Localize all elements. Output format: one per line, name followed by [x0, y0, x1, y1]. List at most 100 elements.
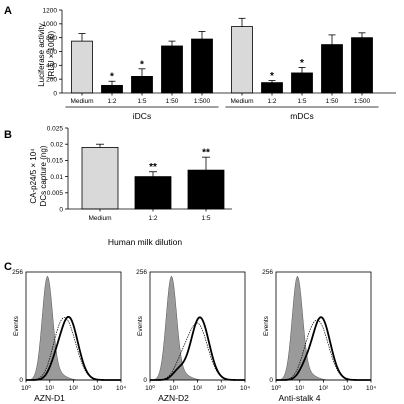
bar — [71, 40, 93, 94]
x-tick-label: 10⁰ — [145, 384, 155, 392]
significance-marker: ** — [202, 148, 210, 159]
x-axis-label: AZN-D1 — [34, 393, 65, 403]
panel-a-group-labels: iDCs mDCs — [133, 111, 314, 121]
y-axis-label: Events — [137, 315, 144, 336]
bar — [231, 26, 253, 94]
y-tick-label: 1000 — [43, 21, 58, 28]
x-tick-label: 10³ — [93, 385, 103, 392]
x-axis-label: Anti-stalk 4 — [278, 393, 320, 403]
panel-a-ylabel-line1: Luciferase activity — [37, 23, 46, 87]
panel-a-ylabel-line2: (RLU × 1000) — [47, 31, 56, 80]
x-tick-label: 10¹ — [169, 385, 179, 392]
panel-b-bars: Medium ** 1:2 ** 1:5 — [81, 143, 225, 222]
group-label-mdcs: mDCs — [290, 111, 314, 121]
bar — [191, 38, 213, 94]
panel-b-axes — [67, 128, 232, 210]
y-tick-label: 400 — [46, 63, 57, 70]
histogram-subpanel: 256 0 Events 10⁰ 10¹ 10² 10³ 10⁴ AZN-D1 — [12, 269, 126, 403]
bar — [81, 147, 119, 210]
x-tick-label: 10³ — [217, 385, 227, 392]
y-min-label: 0 — [19, 377, 23, 384]
panel-b-ylabel-line2: DCs capture (ng) — [39, 145, 48, 206]
isotype-histogram — [275, 275, 371, 381]
treated-histogram — [276, 319, 371, 381]
x-tick-label: 10¹ — [45, 385, 55, 392]
x-tick-label: 10⁴ — [116, 385, 126, 392]
x-axis-label: AZN-D2 — [158, 393, 189, 403]
x-category-label: Medium — [88, 215, 111, 222]
y-tick-label: 1200 — [43, 7, 58, 14]
x-tick-label: 10² — [193, 385, 203, 392]
y-tick-label: 0 — [59, 206, 63, 213]
treated-histogram — [26, 317, 121, 381]
bar — [321, 44, 343, 94]
x-tick-label: 10¹ — [295, 385, 305, 392]
bar — [291, 72, 313, 94]
significance-marker: * — [140, 59, 144, 70]
y-tick-label: 0.005 — [47, 190, 64, 197]
panel-b-ylabel-line1: CA-p24/5 × 10⁴ — [29, 148, 38, 204]
x-category-label: 1:5 — [297, 98, 306, 105]
x-category-label: Medium — [230, 98, 253, 105]
y-tick-label: 0.01 — [50, 174, 63, 181]
panel-c-letter: C — [4, 261, 12, 273]
x-category-label: 1:50 — [326, 98, 339, 105]
bar — [261, 82, 283, 94]
group-label-idcs: iDCs — [133, 111, 151, 121]
x-category-label: 1:50 — [166, 98, 179, 105]
x-tick-label: 10⁰ — [271, 384, 281, 392]
x-tick-label: 10² — [319, 385, 329, 392]
x-tick-label: 10⁴ — [240, 385, 250, 392]
x-category-label: 1:2 — [148, 215, 157, 222]
bar — [351, 37, 373, 94]
panel-b-xlabel: Human milk dilution — [108, 237, 182, 247]
y-min-label: 0 — [143, 377, 147, 384]
significance-marker: * — [300, 58, 304, 69]
x-category-label: 1:2 — [107, 98, 116, 105]
x-category-label: 1:2 — [267, 98, 276, 105]
significance-marker: ** — [149, 162, 157, 173]
y-tick-label: 800 — [46, 35, 57, 42]
x-tick-label: 10⁰ — [21, 384, 31, 392]
y-axis-label: Events — [263, 315, 270, 336]
significance-marker: * — [270, 71, 274, 82]
y-tick-label: 0.025 — [47, 125, 64, 132]
y-tick-label: 200 — [46, 76, 57, 83]
panel-b-bar-chart: B CA-p24/5 × 10⁴ DCs capture (ng) 0 0.005… — [4, 125, 232, 247]
x-category-label: 1:5 — [201, 215, 210, 222]
significance-marker: * — [110, 72, 114, 83]
x-tick-label: 10⁴ — [366, 385, 376, 392]
panel-a-axes — [61, 10, 396, 94]
bar — [187, 169, 225, 210]
panel-a-bars: Medium * 1:2 * 1:5 1:50 1:500 Medium * 1:2 * 1:5 1:5… — [65, 17, 379, 108]
x-tick-label: 10² — [69, 385, 79, 392]
panel-b-letter: B — [4, 129, 12, 141]
x-category-label: 1:500 — [354, 98, 371, 105]
panel-a-y-ticks: 0 200 400 600 800 1000 1200 — [43, 7, 62, 97]
histogram-subpanel: 256 0 Events 10⁰ 10¹ 10² 10³ 10⁴ Anti-stalk 4 — [262, 269, 376, 403]
panel-b-y-ticks: 0 0.005 0.01 0.015 0.02 0.025 — [47, 125, 68, 213]
panel-a-letter: A — [4, 5, 12, 17]
y-max-label: 256 — [262, 269, 273, 276]
x-tick-label: 10³ — [343, 385, 353, 392]
y-tick-label: 0.02 — [50, 142, 63, 149]
panel-c-subpanels: 256 0 Events 10⁰ 10¹ 10² 10³ 10⁴ AZN-D1 256 0 Event… — [12, 269, 376, 403]
bar — [131, 76, 153, 94]
panel-a-bar-chart: A Luciferase activity (RLU × 1000) 0 200 4… — [4, 5, 396, 121]
bar — [161, 45, 183, 94]
panel-c-histograms: C 256 0 Events 10⁰ 10¹ 10² 10³ 10⁴ AZN-D1 256 0 Eve… — [4, 261, 376, 403]
histogram-subpanel: 256 0 Events 10⁰ 10¹ 10² 10³ 10⁴ AZN-D2 — [136, 269, 250, 403]
bar — [134, 176, 172, 210]
isotype-histogram — [149, 275, 245, 381]
bar — [101, 84, 123, 94]
y-axis-label: Events — [13, 315, 20, 336]
y-tick-label: 600 — [46, 49, 57, 56]
y-tick-label: 0.015 — [47, 158, 64, 165]
x-category-label: 1:500 — [194, 98, 211, 105]
y-max-label: 256 — [12, 269, 23, 276]
y-min-label: 0 — [269, 377, 273, 384]
y-tick-label: 0 — [53, 90, 57, 97]
x-category-label: Medium — [70, 98, 93, 105]
x-category-label: 1:5 — [137, 98, 146, 105]
